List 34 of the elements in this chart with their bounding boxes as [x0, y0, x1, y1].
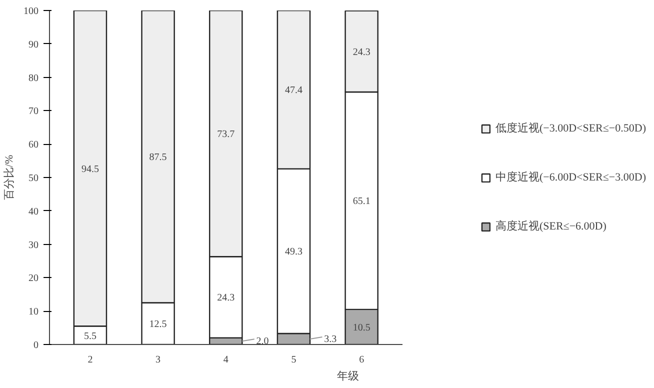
legend-label: 中度近视(−6.00D<SER≤−3.00D): [495, 170, 646, 184]
data-label: 24.3: [217, 292, 235, 304]
data-label: 49.3: [284, 246, 302, 258]
y-tick-label: 20: [28, 273, 38, 284]
y-tick-label: 0: [34, 340, 38, 351]
data-label: 73.7: [217, 129, 235, 140]
data-label: 65.1: [352, 196, 370, 208]
y-tick-label: 40: [28, 206, 38, 218]
y-tick-label: 10: [28, 306, 38, 318]
x-tick-label: 6: [359, 354, 364, 366]
y-tick-label: 30: [28, 240, 38, 251]
data-label: 12.5: [149, 319, 167, 330]
y-tick-label: 60: [28, 140, 38, 151]
y-tick-label: 70: [28, 106, 38, 118]
data-label: 5.5: [84, 330, 96, 342]
legend-label: 低度近视(−3.00D<SER≤−0.50D): [495, 121, 646, 136]
data-label: 24.3: [352, 46, 370, 58]
y-axis-title: 百分比/%: [2, 154, 16, 200]
data-label: 3.3: [324, 334, 337, 345]
data-label: 47.4: [284, 85, 302, 96]
x-tick-label: 3: [156, 354, 161, 366]
legend-label: 高度近视(SER≤−6.00D): [495, 219, 606, 234]
x-tick-label: 2: [88, 354, 93, 366]
x-axis-title: 年级: [337, 370, 359, 382]
y-tick-label: 50: [28, 173, 38, 184]
y-tick-label: 80: [28, 72, 38, 84]
y-tick-label: 100: [24, 6, 38, 17]
data-label: 2.0: [256, 336, 269, 348]
x-tick-label: 5: [291, 354, 296, 366]
data-label: 10.5: [352, 322, 370, 334]
data-label: 87.5: [149, 152, 167, 164]
y-tick-label: 90: [28, 39, 38, 50]
data-label: 94.5: [81, 164, 99, 175]
x-tick-label: 4: [223, 354, 228, 366]
